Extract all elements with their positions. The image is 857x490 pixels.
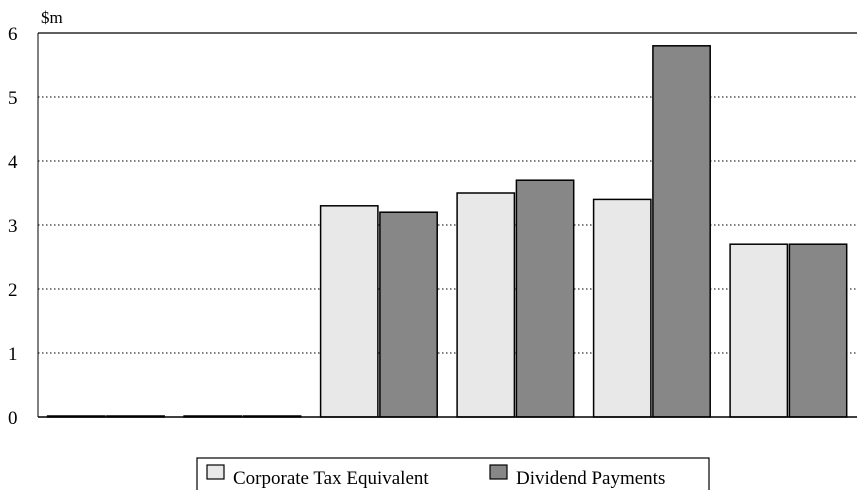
bar-series2-group6: [788, 243, 848, 418]
bar-series1-group4: [456, 192, 516, 418]
y-tick-label-0: 0: [8, 408, 18, 429]
bar-series2-group3: [379, 211, 438, 418]
legend-label-corporate-tax: Corporate Tax Equivalent: [233, 468, 429, 489]
bar-series1-group3: [319, 205, 379, 418]
y-tick-label-2: 2: [8, 280, 18, 301]
legend-label-dividend: Dividend Payments: [516, 468, 665, 489]
legend-swatch-dividend: [489, 464, 508, 480]
y-tick-label-5: 5: [8, 88, 18, 109]
bars: [46, 45, 848, 418]
bar-series2-group5: [652, 45, 711, 418]
gridlines: [38, 32, 857, 354]
y-axis-ticks: 0 1 2 3 4 5 6: [8, 24, 18, 429]
legend-frame: [196, 457, 710, 490]
bar-series2-group4: [515, 179, 575, 418]
y-tick-label-4: 4: [8, 152, 18, 173]
legend: Corporate Tax Equivalent Dividend Paymen…: [196, 457, 710, 490]
y-tick-label-3: 3: [8, 216, 18, 237]
bar-series1-group5: [592, 198, 652, 418]
y-axis-unit-label: $m: [41, 8, 63, 27]
bar-series1-group6: [729, 243, 789, 418]
legend-swatch-corporate-tax: [206, 464, 225, 480]
y-tick-label-1: 1: [8, 344, 18, 365]
y-tick-label-6: 6: [8, 24, 18, 45]
